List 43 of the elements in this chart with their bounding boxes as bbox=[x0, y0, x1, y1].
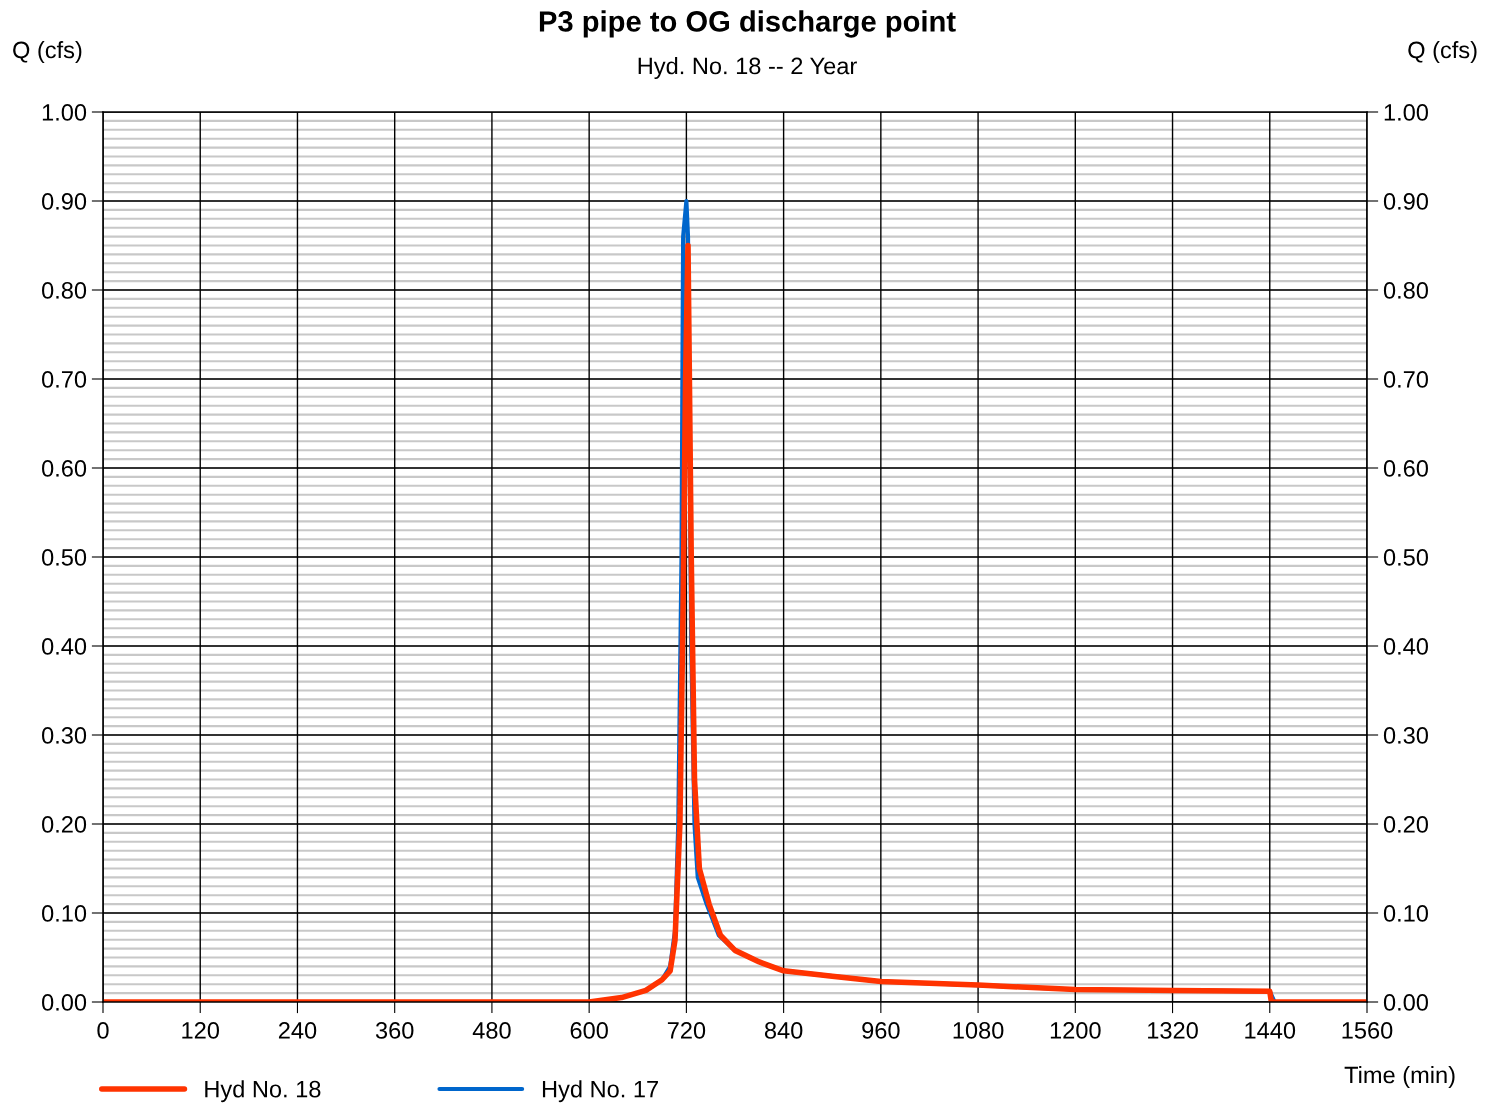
x-tick-label: 840 bbox=[764, 1022, 803, 1039]
x-tick-label: 720 bbox=[667, 1022, 706, 1039]
legend-label: Hyd No. 18 bbox=[205, 1080, 321, 1103]
y-tick-label: 0.40 bbox=[42, 638, 87, 655]
y2-tick-label: 0.50 bbox=[1383, 549, 1428, 566]
x-tick-label: 240 bbox=[278, 1022, 317, 1039]
y2-tick-label: 0.10 bbox=[1383, 905, 1428, 922]
x-tick-label: 120 bbox=[182, 1022, 220, 1039]
y-tick-label: 0.60 bbox=[42, 460, 87, 477]
y2-tick-label: 0.30 bbox=[1383, 727, 1428, 744]
chart-subtitle: Hyd. No. 18 -- 2 Year bbox=[638, 57, 857, 80]
y-tick-label: 1.00 bbox=[42, 104, 87, 121]
y-tick-label: 0.00 bbox=[42, 994, 87, 1011]
x-tick-label: 1080 bbox=[953, 1022, 1004, 1039]
x-tick-label: 1560 bbox=[1342, 1022, 1393, 1039]
y2-tick-label: 0.80 bbox=[1383, 282, 1428, 299]
x-tick-label: 1440 bbox=[1245, 1022, 1296, 1039]
y2-tick-label: 1.00 bbox=[1384, 104, 1428, 121]
y-tick-label: 0.80 bbox=[42, 282, 87, 299]
x-tick-label: 600 bbox=[570, 1022, 608, 1039]
y2-tick-label: 0.70 bbox=[1383, 371, 1428, 388]
x-axis-title: Time (min) bbox=[1344, 1065, 1455, 1088]
y-tick-label: 0.50 bbox=[42, 549, 87, 566]
x-tick-label: 360 bbox=[375, 1022, 414, 1039]
x-tick-label: 0 bbox=[97, 1022, 109, 1039]
legend-label: Hyd No. 17 bbox=[542, 1080, 658, 1103]
y-tick-label: 0.10 bbox=[42, 905, 87, 922]
y-tick-label: 0.70 bbox=[42, 371, 87, 388]
x-tick-label: 960 bbox=[862, 1022, 900, 1039]
y-tick-label: 0.90 bbox=[42, 193, 87, 210]
x-tick-label: 1200 bbox=[1050, 1022, 1101, 1039]
y-axis-title: Q (cfs) bbox=[13, 41, 82, 63]
y2-tick-label: 0.40 bbox=[1383, 638, 1428, 655]
x-tick-label: 480 bbox=[472, 1022, 511, 1039]
y2-tick-label: 0.20 bbox=[1383, 816, 1428, 833]
y-tick-label: 0.30 bbox=[42, 727, 87, 744]
y-tick-label: 0.20 bbox=[42, 816, 87, 833]
x-tick-label: 1320 bbox=[1148, 1022, 1198, 1039]
chart-title: P3 pipe to OG discharge point bbox=[539, 10, 956, 38]
y2-axis-title: Q (cfs) bbox=[1408, 41, 1477, 63]
y2-tick-label: 0.60 bbox=[1383, 460, 1428, 477]
y2-tick-label: 0.90 bbox=[1383, 193, 1428, 210]
y2-tick-label: 0.00 bbox=[1383, 994, 1428, 1011]
